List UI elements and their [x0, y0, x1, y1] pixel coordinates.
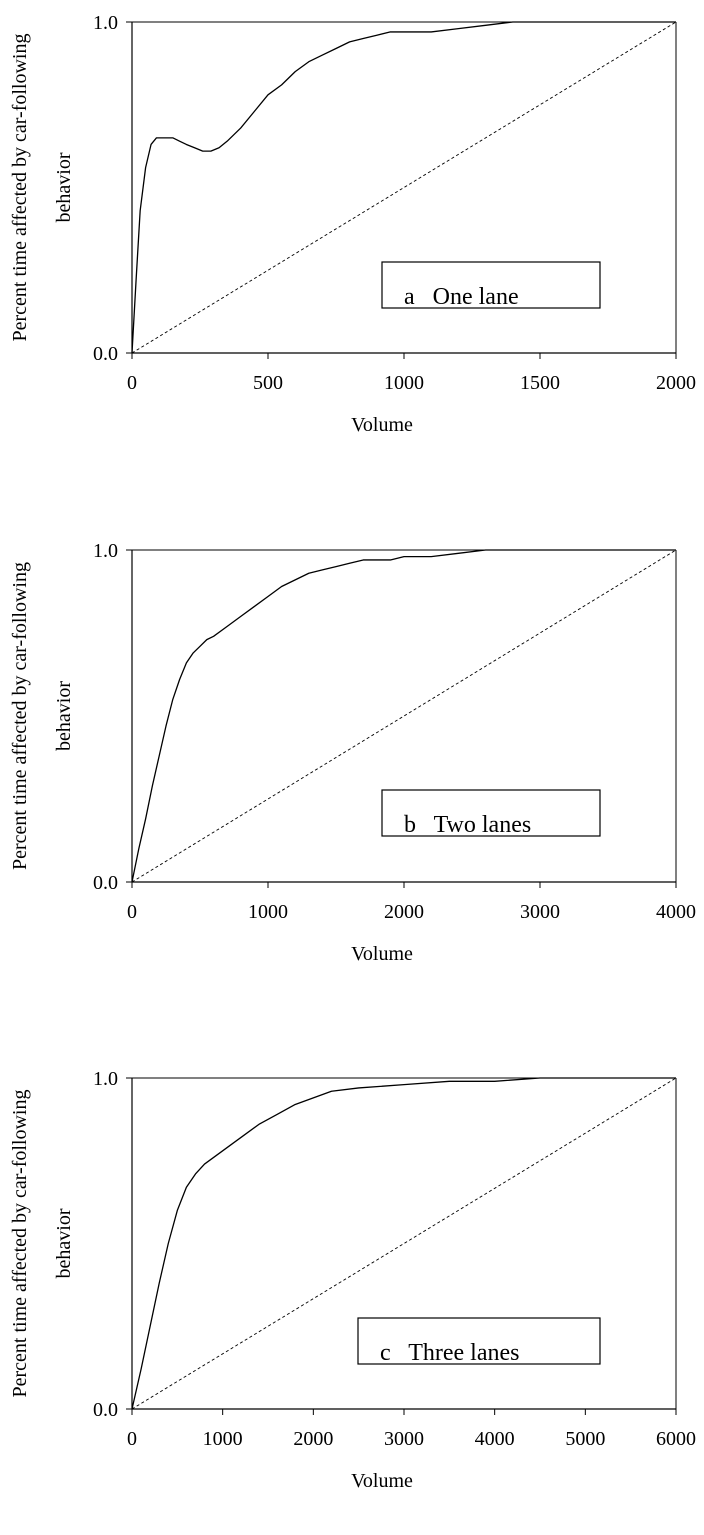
x-tick-label: 2000 [656, 372, 696, 394]
series-line-diagonal-reference [131, 1077, 677, 1410]
chart-panel: 0 1000 2000 3000 4000 0.0 1.0 Volume Percent tim… [9, 540, 696, 965]
panel-label-box: b Two lanes [381, 789, 601, 838]
y-axis-label-line1: Percent time affected by car-following [9, 1090, 31, 1398]
x-tick-label: 0 [127, 1428, 137, 1450]
series-line-diagonal-reference [131, 549, 677, 883]
y-axis-label-line2: behavior [53, 152, 75, 222]
x-tick-label: 1500 [520, 372, 560, 394]
x-tick-label: 500 [253, 372, 283, 394]
panel-label: b Two lanes [404, 812, 531, 838]
series-line-curve [131, 1077, 676, 1410]
panel-label-frame [381, 789, 601, 837]
x-axis-label: Volume [351, 414, 413, 436]
panel-label-box: a One lane [381, 261, 601, 310]
x-tick-label: 2000 [293, 1428, 333, 1450]
x-tick-label: 4000 [475, 1428, 515, 1450]
series-line-curve [131, 21, 676, 354]
y-tick-label: 1.0 [93, 12, 118, 34]
chart-panel: 0 500 1000 1500 2000 0.0 1.0 Volume Percent time… [9, 12, 696, 436]
y-tick-label: 0.0 [93, 872, 118, 894]
x-tick-label: 0 [127, 901, 137, 923]
series-line-curve [131, 549, 676, 883]
panel-label: c Three lanes [380, 1340, 520, 1366]
x-axis-label: Volume [351, 1470, 413, 1492]
y-axis-label-line2: behavior [53, 681, 75, 751]
x-tick-label: 3000 [520, 901, 560, 923]
x-tick-label: 6000 [656, 1428, 696, 1450]
panel-label: a One lane [404, 284, 519, 310]
panel-label-frame [381, 261, 601, 309]
chart-panel: 0 1000 2000 3000 4000 5000 6000 0.0 1.0 Volume Per… [9, 1068, 696, 1492]
y-tick-label: 0.0 [93, 343, 118, 365]
x-tick-label: 5000 [565, 1428, 605, 1450]
x-tick-label: 4000 [656, 901, 696, 923]
x-tick-label: 1000 [248, 901, 288, 923]
y-tick-label: 1.0 [93, 1068, 118, 1090]
y-tick-label: 0.0 [93, 1399, 118, 1421]
series-line-diagonal-reference [131, 21, 677, 354]
x-axis-label: Volume [351, 943, 413, 965]
y-axis-label-line1: Percent time affected by car-following [9, 34, 31, 342]
panel-label-frame [357, 1317, 601, 1365]
x-tick-label: 3000 [384, 1428, 424, 1450]
x-tick-label: 2000 [384, 901, 424, 923]
y-tick-label: 1.0 [93, 540, 118, 562]
x-tick-label: 0 [127, 372, 137, 394]
y-axis-label-line2: behavior [53, 1208, 75, 1278]
x-tick-label: 1000 [384, 372, 424, 394]
x-tick-label: 1000 [203, 1428, 243, 1450]
y-axis-label-line1: Percent time affected by car-following [9, 562, 31, 870]
panel-label-box: c Three lanes [357, 1317, 601, 1366]
